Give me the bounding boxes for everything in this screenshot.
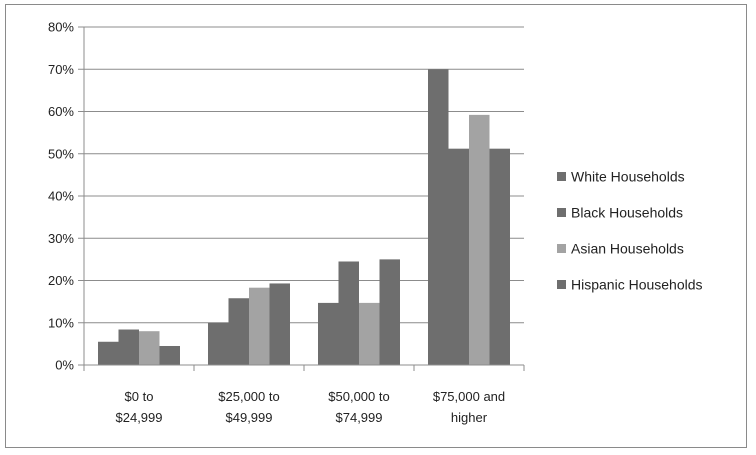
- x-tick-label: $0 to $24,999: [116, 389, 163, 425]
- bar: [98, 341, 119, 365]
- y-tick-label: 30%: [48, 231, 74, 246]
- bar: [208, 322, 229, 365]
- bar: [379, 259, 400, 365]
- bar: [489, 148, 510, 365]
- bar: [428, 69, 449, 365]
- bar: [318, 302, 339, 365]
- legend-swatch: [557, 280, 566, 289]
- y-tick-label: 10%: [48, 315, 74, 330]
- bar: [249, 287, 270, 365]
- bar: [159, 345, 180, 365]
- bar: [448, 148, 469, 365]
- x-tick-label-line: $50,000 to: [328, 389, 389, 404]
- y-tick-label: 50%: [48, 146, 74, 161]
- bar: [228, 298, 249, 365]
- x-tick-label-line: $49,999: [226, 410, 273, 425]
- x-axis-ticks: $0 to $24,999$25,000 to $49,999$50,000 to $…: [83, 365, 525, 425]
- legend-label: Black Households: [571, 205, 683, 221]
- legend-swatch: [557, 208, 566, 217]
- bar: [359, 302, 380, 365]
- x-tick-label-line: $24,999: [116, 410, 163, 425]
- y-tick-label: 0%: [55, 358, 74, 373]
- x-tick-label: $25,000 to $49,999: [218, 389, 279, 425]
- x-tick-label: $50,000 to $74,999: [328, 389, 389, 425]
- y-tick-label: 20%: [48, 273, 74, 288]
- legend-label: Hispanic Households: [571, 277, 703, 293]
- y-tick-label: 40%: [48, 189, 74, 204]
- bar: [469, 114, 490, 365]
- legend-swatch: [557, 244, 566, 253]
- y-tick-label: 80%: [48, 20, 74, 35]
- x-tick-label-line: $75,000 and: [433, 389, 505, 404]
- bars: [98, 69, 510, 365]
- x-tick-label: $75,000 and higher: [433, 389, 505, 425]
- x-tick-label-line: higher: [451, 410, 488, 425]
- x-tick-label-line: $25,000 to: [218, 389, 279, 404]
- legend-label: Asian Households: [571, 241, 684, 257]
- y-tick-label: 70%: [48, 62, 74, 77]
- legend-label: White Households: [571, 169, 685, 185]
- bar: [338, 261, 359, 365]
- bar: [139, 331, 160, 365]
- y-tick-label: 60%: [48, 104, 74, 119]
- chart-frame: [5, 4, 747, 448]
- bar: [269, 283, 290, 365]
- x-tick-label-line: $0 to: [125, 389, 154, 404]
- x-tick-label-line: $74,999: [336, 410, 383, 425]
- bar: [118, 329, 139, 365]
- legend: White Households Black Households Asian Ho…: [557, 169, 703, 293]
- legend-swatch: [557, 172, 566, 181]
- y-axis-ticks: 0% 10% 20% 30% 40% 50% 60% 70% 80%: [48, 20, 84, 373]
